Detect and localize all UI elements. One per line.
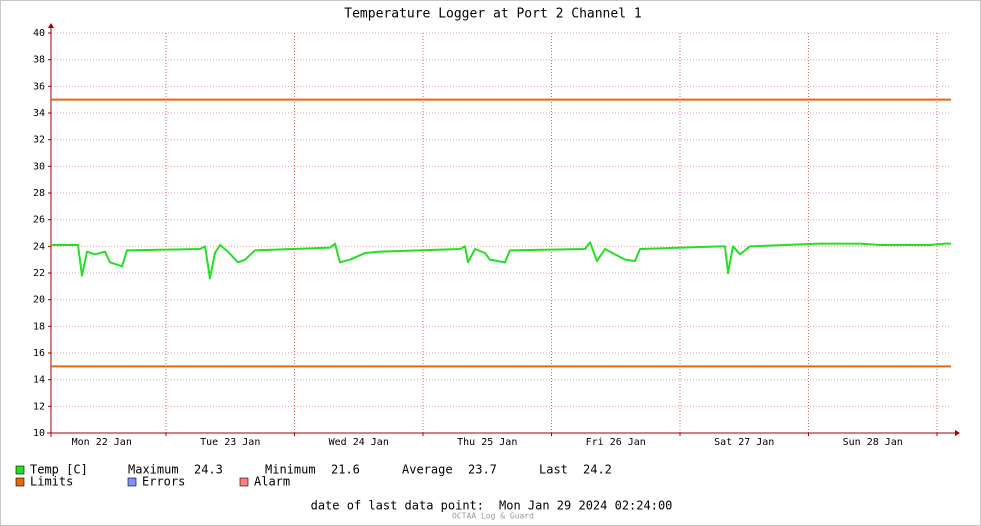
- chart-title: Temperature Logger at Port 2 Channel 1: [344, 7, 641, 22]
- x-tick-label: Thu 25 Jan: [457, 437, 517, 448]
- x-tick-label: Wed 24 Jan: [329, 437, 389, 448]
- legend-label: Alarm: [254, 475, 290, 489]
- footer-label: date of last data point:: [311, 499, 484, 513]
- y-tick-label: 32: [33, 135, 45, 146]
- stat-label: Maximum: [128, 463, 179, 477]
- series-line: [51, 241, 951, 280]
- y-tick-label: 30: [33, 161, 45, 172]
- y-tick-label: 22: [33, 268, 45, 279]
- x-tick-label: Mon 22 Jan: [72, 437, 132, 448]
- y-tick-label: 18: [33, 321, 45, 332]
- legend-label: Temp [C]: [30, 463, 88, 477]
- legend-swatch: [15, 465, 25, 475]
- x-tick-label: Sun 28 Jan: [843, 437, 903, 448]
- stat-value: 24.2: [583, 463, 612, 477]
- stat-label: Average: [402, 463, 453, 477]
- credit: OCTAA Log & Guard: [452, 512, 534, 521]
- y-tick-label: 40: [33, 28, 45, 39]
- stat-value: 21.6: [331, 463, 360, 477]
- x-tick-label: Sat 27 Jan: [714, 437, 774, 448]
- y-tick-label: 20: [33, 295, 45, 306]
- plot-area: [51, 33, 951, 433]
- y-tick-label: 34: [33, 108, 45, 119]
- y-tick-label: 36: [33, 81, 45, 92]
- y-tick-label: 28: [33, 188, 45, 199]
- y-tick-label: 38: [33, 55, 45, 66]
- y-tick-label: 26: [33, 215, 45, 226]
- axis-arrow: [955, 430, 960, 436]
- stat-label: Last: [539, 463, 568, 477]
- stat-value: 23.7: [468, 463, 497, 477]
- legend-label: Limits: [30, 475, 73, 489]
- legend-label: Errors: [142, 475, 185, 489]
- y-tick-label: 24: [33, 241, 45, 252]
- x-tick-label: Tue 23 Jan: [200, 437, 260, 448]
- stat-value: 24.3: [194, 463, 223, 477]
- footer-value: Mon Jan 29 2024 02:24:00: [499, 499, 672, 513]
- x-tick-label: Fri 26 Jan: [586, 437, 646, 448]
- axis-arrow: [48, 23, 54, 28]
- y-tick-label: 14: [33, 375, 45, 386]
- legend-swatch: [239, 477, 249, 487]
- y-tick-label: 12: [33, 401, 45, 412]
- y-tick-label: 16: [33, 348, 45, 359]
- legend-swatch: [127, 477, 137, 487]
- legend-swatch: [15, 477, 25, 487]
- y-tick-label: 10: [33, 428, 45, 439]
- stat-label: Minimum: [265, 463, 316, 477]
